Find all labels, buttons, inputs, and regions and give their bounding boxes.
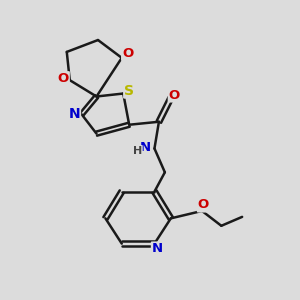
Text: N: N: [140, 140, 151, 154]
Text: O: O: [122, 47, 133, 60]
Text: H: H: [133, 146, 142, 156]
Text: O: O: [198, 199, 209, 212]
Text: N: N: [68, 107, 80, 121]
Text: O: O: [58, 72, 69, 85]
Text: N: N: [152, 242, 163, 256]
Text: S: S: [124, 84, 134, 98]
Text: O: O: [169, 88, 180, 101]
